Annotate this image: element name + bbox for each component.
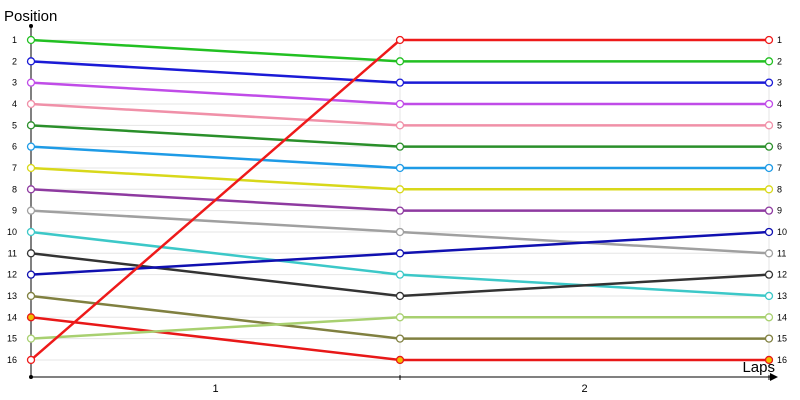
y-tick-label: 12 — [7, 270, 17, 280]
series-point — [395, 334, 405, 343]
series-point — [26, 163, 36, 173]
y-tick-label: 13 — [7, 291, 17, 301]
y-tick-label-right: 12 — [777, 270, 787, 280]
series-point — [764, 99, 774, 109]
series — [26, 35, 774, 365]
series-point — [764, 35, 774, 45]
series-point — [395, 35, 405, 45]
series-point — [395, 99, 405, 109]
series-point — [26, 291, 36, 301]
y-tick-label: 14 — [7, 312, 17, 322]
y-tick-label-right: 7 — [777, 163, 782, 173]
series-point — [26, 227, 36, 237]
series-point — [395, 249, 405, 258]
series-point — [26, 313, 36, 322]
series-point — [26, 270, 36, 279]
y-tick-label: 4 — [12, 99, 17, 109]
series-point — [395, 291, 405, 301]
axes — [29, 24, 778, 381]
y-tick-label: 5 — [12, 120, 17, 130]
series-point — [26, 57, 36, 66]
series-point — [26, 121, 36, 130]
y-tick-label-right: 15 — [777, 334, 787, 344]
y-tick-label-right: 8 — [777, 184, 782, 194]
y-tick-label-right: 11 — [777, 248, 786, 258]
series-point — [26, 99, 36, 109]
y-tick-label-right: 4 — [777, 99, 782, 109]
series-point — [395, 227, 405, 237]
y-tick-label: 16 — [7, 355, 17, 365]
series-point — [395, 78, 405, 87]
series-point — [764, 270, 774, 279]
series-point — [764, 227, 774, 237]
series-point — [26, 206, 36, 215]
y-tick-label: 3 — [12, 78, 17, 88]
y-tick-label: 11 — [8, 248, 17, 258]
series-point — [395, 355, 405, 365]
series-point — [26, 78, 36, 87]
y-tick-label-right: 16 — [777, 355, 787, 365]
x-tick-label: 1 — [212, 383, 218, 395]
y-tick-label-right: 2 — [777, 56, 782, 66]
y-tick-label-right: 14 — [777, 312, 787, 322]
series-point — [26, 35, 36, 45]
series-point — [764, 291, 774, 301]
series-point — [764, 57, 774, 66]
series-point — [764, 206, 774, 215]
y-tick-label: 10 — [7, 227, 17, 237]
y-tick-label: 9 — [12, 206, 17, 216]
series-point — [395, 142, 405, 151]
series-point — [26, 142, 36, 151]
y-axis-title: Position — [4, 8, 57, 25]
series-point — [26, 334, 36, 343]
y-tick-label-right: 10 — [777, 227, 787, 237]
y-tick-label-right: 13 — [777, 291, 787, 301]
y-tick-label-right: 5 — [777, 120, 782, 130]
series-point — [26, 249, 36, 258]
series-point — [395, 185, 405, 194]
series-point — [395, 270, 405, 279]
series-point — [764, 142, 774, 151]
series-point — [764, 121, 774, 130]
series-point — [764, 78, 774, 87]
series-point — [26, 355, 36, 365]
y-tick-label: 8 — [12, 184, 17, 194]
series-point — [395, 121, 405, 130]
y-tick-label: 1 — [12, 35, 17, 45]
series-point — [395, 57, 405, 66]
y-tick-label: 7 — [12, 163, 17, 173]
series-point — [764, 313, 774, 322]
x-axis-arrow-icon — [770, 373, 778, 381]
series-point — [395, 163, 405, 173]
series-point — [764, 355, 774, 365]
series-point — [764, 163, 774, 173]
y-tick-label-right: 1 — [777, 35, 782, 45]
y-tick-label-right: 3 — [777, 78, 782, 88]
origin-dot — [29, 375, 33, 379]
series-point — [395, 206, 405, 215]
y-tick-label-right: 9 — [777, 206, 782, 216]
series-point — [764, 249, 774, 258]
series-point — [764, 334, 774, 343]
y-tick-label: 2 — [12, 56, 17, 66]
y-axis-top-dot — [29, 24, 33, 28]
y-tick-label: 6 — [12, 142, 17, 152]
x-tick-label: 2 — [581, 383, 587, 395]
series-point — [764, 185, 774, 194]
series-point — [26, 185, 36, 194]
y-tick-label-right: 6 — [777, 142, 782, 152]
y-tick-label: 15 — [7, 334, 17, 344]
series-point — [395, 313, 405, 322]
